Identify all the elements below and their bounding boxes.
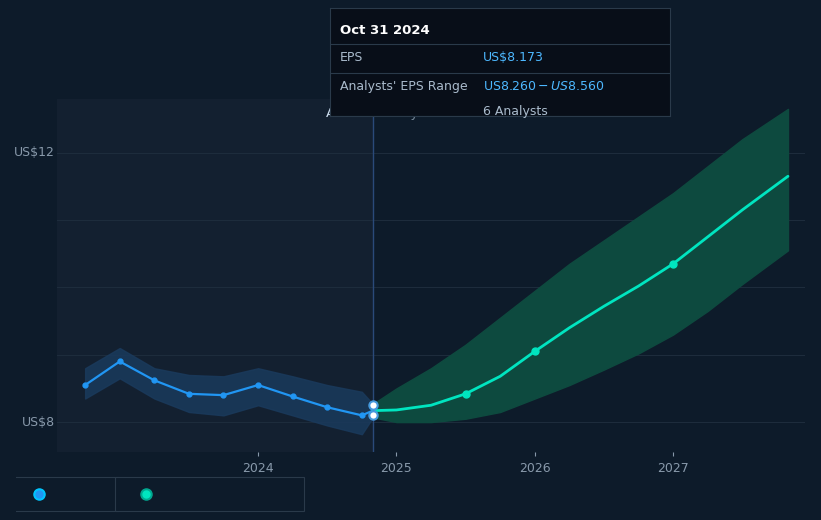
Text: Analysts' EPS Range: Analysts' EPS Range: [166, 488, 294, 500]
Text: Actual: Actual: [325, 107, 367, 120]
Text: US$12: US$12: [14, 146, 55, 159]
Text: US$8.173: US$8.173: [483, 51, 544, 64]
FancyBboxPatch shape: [115, 476, 304, 512]
Text: Analysts Forecasts: Analysts Forecasts: [381, 107, 505, 120]
FancyBboxPatch shape: [12, 476, 119, 512]
Text: EPS: EPS: [340, 51, 364, 64]
Text: US$8.260 - US$8.560: US$8.260 - US$8.560: [483, 81, 604, 94]
Text: Oct 31 2024: Oct 31 2024: [340, 24, 430, 37]
Text: 6 Analysts: 6 Analysts: [483, 105, 548, 118]
Text: Analysts' EPS Range: Analysts' EPS Range: [340, 81, 468, 94]
Text: US$8: US$8: [21, 415, 55, 428]
Text: EPS: EPS: [57, 488, 80, 500]
Bar: [57, 99, 373, 452]
